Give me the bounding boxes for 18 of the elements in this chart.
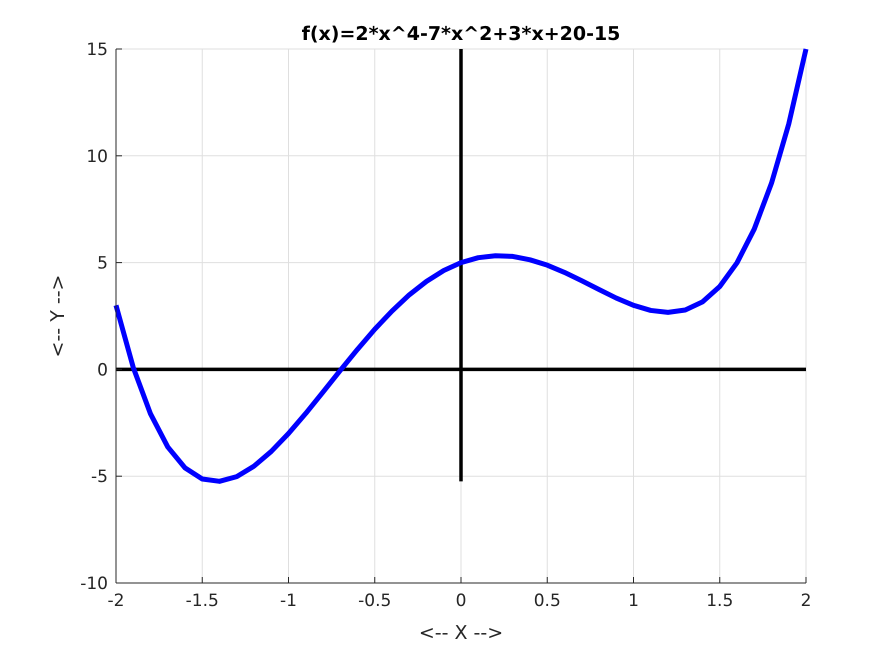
y-axis-title: <-- Y -->: [47, 274, 69, 358]
x-tick-label: -1: [280, 591, 297, 611]
x-tick-label: -0.5: [358, 591, 392, 611]
x-tick-label: 0.5: [534, 591, 561, 611]
chart-title: f(x)=2*x^4-7*x^2+3*x+20-15: [302, 23, 620, 45]
x-tick-label: -2: [108, 591, 124, 611]
x-tick-label: 0: [456, 591, 466, 611]
y-tick-label: 5: [97, 254, 108, 274]
y-tick-label: 10: [86, 146, 108, 167]
x-tick-label: 1.5: [706, 591, 734, 611]
y-tick-label: -5: [91, 467, 108, 488]
y-tick-label: 0: [97, 360, 108, 380]
y-tick-label: 15: [86, 40, 108, 60]
x-tick-label: 2: [800, 591, 812, 611]
y-tick-label: -10: [80, 574, 108, 594]
x-tick-label: -1.5: [186, 591, 219, 611]
x-axis-title: <-- X -->: [418, 622, 504, 644]
x-tick-label: 1: [628, 591, 639, 611]
